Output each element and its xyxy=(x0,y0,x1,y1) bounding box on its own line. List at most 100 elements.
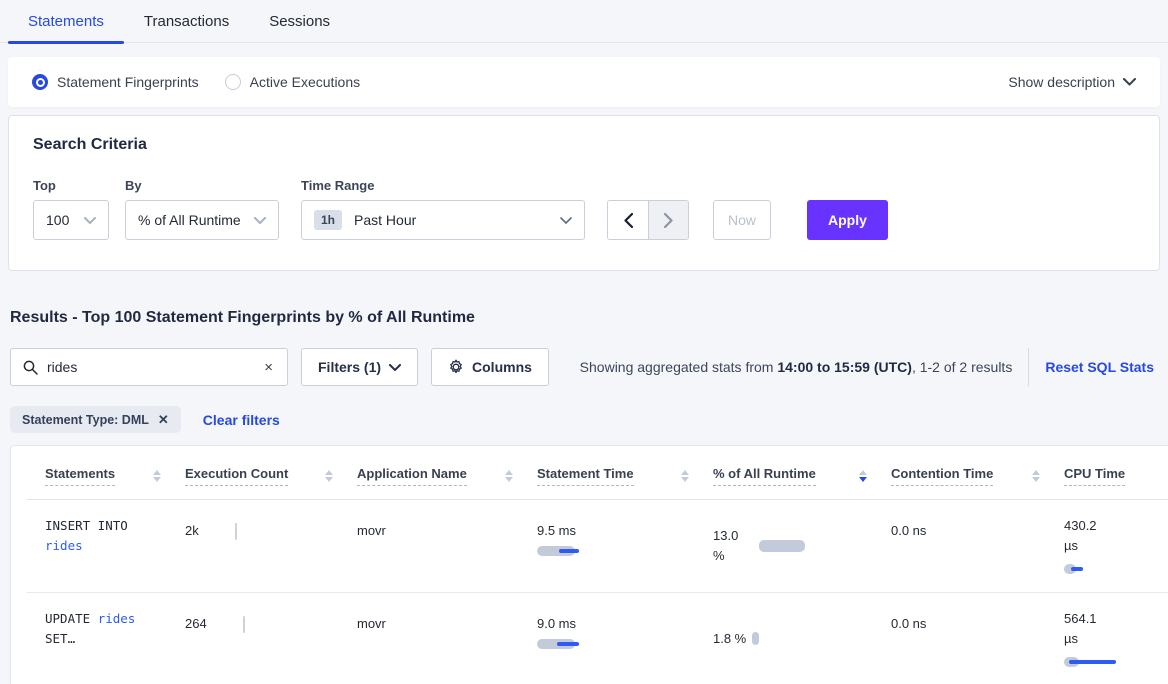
cpu-time-cell: 564.1 µs xyxy=(1064,609,1168,668)
statement-time-bar xyxy=(537,638,693,650)
chevron-down-icon xyxy=(389,363,402,371)
search-icon xyxy=(23,360,38,375)
table-row[interactable]: UPDATE rides SET… 264 movr 9.0 ms 1.8 % … xyxy=(11,593,1168,684)
time-range-label: Time Range xyxy=(301,178,375,193)
statement-time-bar xyxy=(537,545,693,557)
sort-icon[interactable] xyxy=(325,470,333,482)
filter-chip-row: Statement Type: DML ✕ Clear filters xyxy=(10,406,1158,433)
application-name-cell: movr xyxy=(357,616,386,631)
sort-icon[interactable] xyxy=(1032,470,1040,482)
by-field: By % of All Runtime xyxy=(125,178,279,240)
show-description-toggle[interactable]: Show description xyxy=(1008,74,1136,90)
col-header-cpu-time[interactable]: CPU Time xyxy=(1064,466,1168,486)
search-criteria-title: Search Criteria xyxy=(33,136,147,153)
count-bar xyxy=(234,523,237,540)
radio-statement-fingerprints[interactable]: Statement Fingerprints xyxy=(32,74,199,90)
filters-button[interactable]: Filters (1) xyxy=(301,348,419,386)
time-range-field: Time Range 1h Past Hour xyxy=(301,178,585,240)
radio-selected-icon xyxy=(32,74,48,90)
statement-search-box[interactable]: × xyxy=(10,348,288,386)
chevron-down-icon xyxy=(560,216,572,224)
col-header-statements[interactable]: Statements xyxy=(45,466,185,486)
filter-chip-statement-type[interactable]: Statement Type: DML ✕ xyxy=(10,406,181,433)
tab-transactions[interactable]: Transactions xyxy=(143,13,230,30)
pct-runtime-cell: 13.0 % xyxy=(713,516,891,575)
statement-cell[interactable]: INSERT INTO rides xyxy=(45,518,128,553)
top-select[interactable]: 100 xyxy=(33,200,109,240)
sort-icon-active-desc[interactable] xyxy=(859,470,867,482)
by-select[interactable]: % of All Runtime xyxy=(125,200,279,240)
filters-button-label: Filters (1) xyxy=(318,359,382,375)
chevron-down-icon xyxy=(254,216,266,224)
statement-link[interactable]: rides xyxy=(97,611,136,626)
now-button[interactable]: Now xyxy=(713,200,771,240)
chevron-left-icon xyxy=(623,212,633,228)
chevron-down-icon xyxy=(1123,78,1136,86)
contention-time-cell: 0.0 ns xyxy=(891,523,927,538)
top-select-value: 100 xyxy=(46,212,70,228)
remove-filter-icon[interactable]: ✕ xyxy=(157,411,169,427)
aggregated-stats-note: Showing aggregated stats from 14:00 to 1… xyxy=(579,359,1013,375)
apply-button[interactable]: Apply xyxy=(807,200,888,240)
results-heading: Results - Top 100 Statement Fingerprints… xyxy=(10,309,475,326)
top-field: Top 100 xyxy=(33,178,109,240)
clear-search-icon[interactable]: × xyxy=(264,358,273,376)
show-description-label: Show description xyxy=(1008,74,1115,90)
time-prev-button[interactable] xyxy=(608,201,648,239)
by-select-value: % of All Runtime xyxy=(138,212,241,228)
cpu-time-cell: 430.2 µs xyxy=(1064,516,1168,575)
execution-count-cell: 264 xyxy=(185,609,357,668)
col-header-statement-time[interactable]: Statement Time xyxy=(537,466,713,486)
tab-statements[interactable]: Statements xyxy=(8,3,124,44)
clear-filters-link[interactable]: Clear filters xyxy=(202,411,280,428)
time-nav-group xyxy=(607,200,689,240)
chevron-down-icon xyxy=(84,216,96,224)
radio-active-executions[interactable]: Active Executions xyxy=(224,74,361,90)
statement-time-cell: 9.5 ms xyxy=(537,516,713,575)
cpu-time-bar xyxy=(1064,656,1168,668)
sort-icon[interactable] xyxy=(505,470,513,482)
contention-time-cell: 0.0 ns xyxy=(891,616,927,631)
time-range-select[interactable]: 1h Past Hour xyxy=(301,200,585,240)
time-range-value: Past Hour xyxy=(354,212,417,228)
search-criteria-controls: Top 100 By % of All Runtime Time Range 1… xyxy=(33,178,1135,240)
search-input[interactable] xyxy=(47,359,263,375)
reset-sql-stats-link[interactable]: Reset SQL Stats xyxy=(1045,359,1154,375)
statement-link[interactable]: rides xyxy=(45,538,83,553)
sort-icon[interactable] xyxy=(681,470,689,482)
columns-button-label: Columns xyxy=(472,359,532,375)
search-criteria-card: Search Criteria Top 100 By % of All Runt… xyxy=(8,115,1160,271)
sort-icon[interactable] xyxy=(153,470,161,482)
count-bar xyxy=(242,616,245,633)
col-header-pct-runtime[interactable]: % of All Runtime xyxy=(713,466,891,486)
statement-time-cell: 9.0 ms xyxy=(537,609,713,668)
execution-count-cell: 2k xyxy=(185,516,357,575)
view-toggle-strip: Statement Fingerprints Active Executions… xyxy=(8,57,1160,107)
time-range-badge: 1h xyxy=(314,210,343,230)
col-header-contention-time[interactable]: Contention Time xyxy=(891,466,1064,486)
results-controls-row: × Filters (1) Columns Showing aggregated… xyxy=(10,348,1158,386)
divider xyxy=(1028,348,1030,386)
by-label: By xyxy=(125,178,142,193)
pct-runtime-cell: 1.8 % xyxy=(713,609,891,668)
tab-bar: Statements Transactions Sessions xyxy=(0,0,1168,44)
radio-label: Active Executions xyxy=(249,74,361,90)
table-row[interactable]: INSERT INTO rides 2k movr 9.5 ms 13.0 % … xyxy=(11,500,1168,593)
cpu-time-bar xyxy=(1064,563,1168,575)
col-header-application-name[interactable]: Application Name xyxy=(357,466,537,486)
filter-chip-label: Statement Type: DML xyxy=(22,412,149,427)
statements-table: Statements Execution Count Application N… xyxy=(10,445,1168,684)
radio-label: Statement Fingerprints xyxy=(57,74,199,90)
columns-button[interactable]: Columns xyxy=(431,348,549,386)
statement-cell[interactable]: UPDATE rides SET… xyxy=(45,611,136,646)
tab-sessions[interactable]: Sessions xyxy=(269,13,331,30)
top-label: Top xyxy=(33,178,56,193)
table-header-row: Statements Execution Count Application N… xyxy=(11,446,1168,500)
gear-icon xyxy=(450,359,462,374)
radio-unselected-icon xyxy=(224,74,241,90)
col-header-execution-count[interactable]: Execution Count xyxy=(185,466,357,486)
application-name-cell: movr xyxy=(357,523,386,538)
pct-runtime-bar xyxy=(752,632,760,645)
time-next-button[interactable] xyxy=(648,201,688,239)
